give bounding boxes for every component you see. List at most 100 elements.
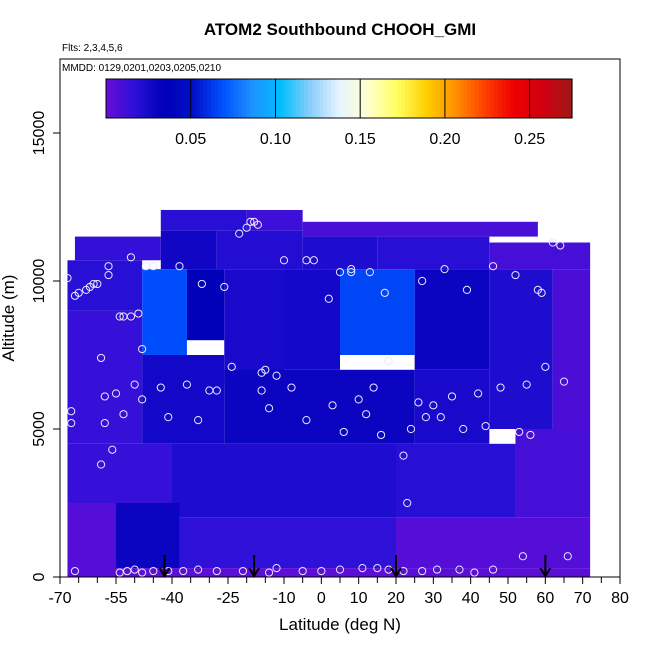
arrow-head bbox=[539, 567, 552, 578]
colorbar-step bbox=[140, 79, 146, 118]
colorbar-step bbox=[354, 79, 360, 118]
colorbar-frame bbox=[105, 78, 573, 119]
heatmap-cell bbox=[67, 260, 143, 311]
colorbar-step bbox=[113, 79, 119, 118]
colorbar-step bbox=[284, 79, 290, 118]
colorbar-step bbox=[214, 79, 220, 118]
data-point bbox=[354, 395, 363, 404]
arrow-head bbox=[248, 567, 260, 578]
data-point bbox=[123, 566, 132, 576]
x-tick-label: -55 bbox=[104, 590, 127, 607]
colorbar-step bbox=[513, 79, 519, 118]
x-tick-label: 30 bbox=[424, 590, 442, 607]
data-point bbox=[138, 395, 147, 404]
colorbar-step bbox=[342, 79, 348, 118]
colorbar-step bbox=[195, 79, 200, 118]
data-point bbox=[119, 410, 128, 419]
colorbar-step bbox=[137, 79, 142, 118]
colorbar-step bbox=[459, 79, 464, 118]
colorbar-step bbox=[160, 79, 165, 118]
data-point bbox=[197, 279, 206, 289]
data-point bbox=[96, 353, 106, 363]
colorbar-step bbox=[381, 79, 387, 118]
data-point bbox=[455, 565, 464, 574]
data-point bbox=[212, 566, 221, 576]
data-point bbox=[212, 386, 221, 395]
colorbar-step bbox=[222, 79, 227, 118]
x-tick-label: -70 bbox=[48, 590, 71, 607]
colorbar-step bbox=[482, 79, 488, 118]
data-point bbox=[347, 265, 356, 274]
colorbar-step bbox=[206, 79, 212, 118]
data-point bbox=[526, 430, 535, 440]
data-point bbox=[130, 565, 139, 574]
heatmap-cell bbox=[142, 355, 225, 444]
colorbar-tick-label: 0.05 bbox=[175, 131, 206, 148]
data-point bbox=[179, 566, 188, 576]
heatmap-cell bbox=[377, 236, 490, 270]
data-point bbox=[93, 279, 102, 289]
colorbar-step bbox=[121, 79, 127, 118]
data-point bbox=[67, 418, 76, 428]
colorbar-step bbox=[490, 79, 495, 118]
data-point bbox=[279, 256, 289, 265]
colorbar-step bbox=[544, 79, 550, 118]
data-point bbox=[264, 404, 274, 413]
colorbar-step bbox=[525, 79, 530, 118]
data-point bbox=[70, 566, 80, 576]
data-point bbox=[376, 430, 386, 440]
data-point bbox=[194, 416, 203, 425]
colorbar-step bbox=[552, 79, 558, 118]
colorbar-step bbox=[304, 79, 309, 118]
colorbar-step bbox=[494, 79, 499, 118]
colorbar-step bbox=[218, 79, 224, 118]
data-point bbox=[418, 276, 427, 286]
data-point bbox=[164, 413, 173, 422]
colorbar-step bbox=[183, 79, 189, 118]
colorbar-step bbox=[307, 79, 313, 118]
colorbar-step bbox=[199, 79, 204, 118]
heatmap-cell bbox=[224, 269, 284, 385]
colorbar-step bbox=[175, 79, 181, 118]
data-point bbox=[481, 421, 490, 431]
x-tick-label: -25 bbox=[216, 590, 239, 607]
data-point bbox=[194, 565, 203, 574]
colorbar-step bbox=[280, 79, 286, 118]
data-point bbox=[67, 407, 76, 416]
data-point bbox=[96, 460, 106, 469]
colorbar-step bbox=[249, 79, 255, 118]
data-point bbox=[414, 398, 423, 407]
observation-points bbox=[63, 217, 572, 577]
heatmap-cell bbox=[489, 269, 553, 429]
colorbar-step bbox=[109, 79, 115, 118]
colorbar-tick-label: 0.25 bbox=[514, 131, 545, 148]
y-tick-label: 15000 bbox=[31, 111, 48, 156]
data-point bbox=[362, 410, 371, 419]
colorbar-step bbox=[389, 79, 394, 118]
x-tick-label: 80 bbox=[611, 590, 629, 607]
data-point bbox=[418, 566, 427, 576]
colorbar-step bbox=[106, 79, 111, 118]
x-tick-label: 40 bbox=[462, 590, 480, 607]
heatmap-cell bbox=[67, 310, 143, 444]
colorbar-step bbox=[373, 79, 379, 118]
data-point bbox=[559, 377, 569, 386]
data-point bbox=[242, 223, 251, 232]
data-point bbox=[156, 383, 165, 392]
heatmap-cell bbox=[142, 269, 187, 355]
heatmap-cell bbox=[216, 230, 303, 270]
colorbar-step bbox=[261, 79, 266, 118]
data-point bbox=[298, 566, 307, 576]
data-point bbox=[126, 253, 136, 262]
data-point bbox=[436, 413, 445, 422]
colorbar-step bbox=[253, 79, 259, 118]
colorbar-step bbox=[210, 79, 216, 118]
colorbar-step bbox=[331, 79, 336, 118]
data-point bbox=[373, 564, 382, 573]
data-point bbox=[104, 270, 113, 280]
heatmap-cell bbox=[552, 269, 591, 429]
data-point bbox=[328, 401, 337, 410]
colorbar-step bbox=[269, 79, 274, 118]
colorbar-step bbox=[133, 79, 138, 118]
